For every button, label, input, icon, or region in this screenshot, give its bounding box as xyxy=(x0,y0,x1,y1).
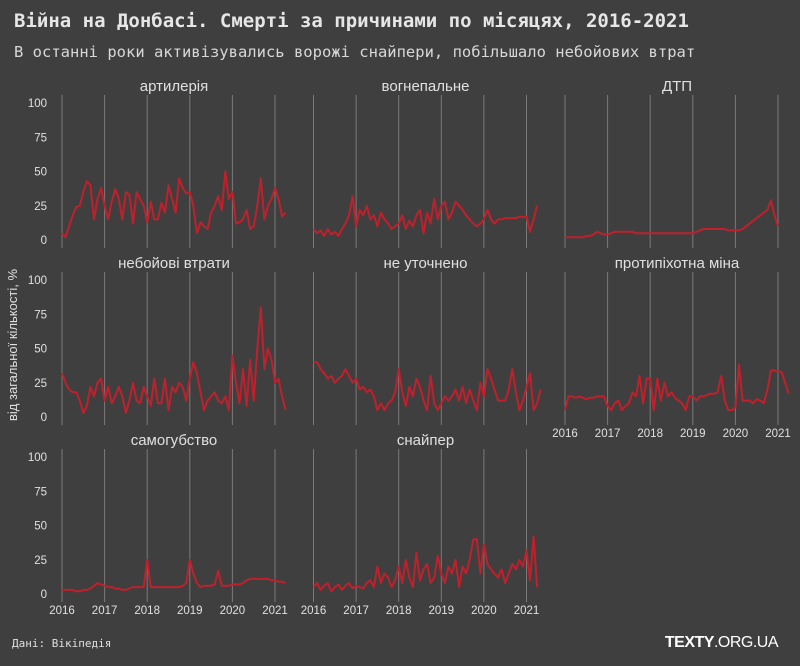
series-line-5 xyxy=(564,363,790,412)
series-line-2 xyxy=(565,199,779,239)
y-tick-label: 75 xyxy=(34,132,47,144)
x-tick-label: 2016 xyxy=(552,428,578,440)
x-tick-label: 2017 xyxy=(343,605,369,617)
x-tick-label: 2016 xyxy=(49,605,75,617)
panel-title: артилерія xyxy=(140,78,209,95)
y-tick-label: 100 xyxy=(28,98,47,110)
texty-logo: TEXTY.ORG.UA xyxy=(664,634,779,652)
x-tick-label: 2018 xyxy=(386,605,412,617)
x-tick-label: 2019 xyxy=(680,428,706,440)
panel-title: небойові втрати xyxy=(118,255,230,272)
y-tick-label: 100 xyxy=(28,275,47,287)
x-tick-label: 2018 xyxy=(134,605,160,617)
x-tick-label: 2020 xyxy=(220,605,246,617)
series-line-1 xyxy=(312,195,539,237)
y-tick-label: 75 xyxy=(34,309,47,321)
chart-title: Війна на Донбасі. Смерті за причинами по… xyxy=(14,10,689,32)
panel-title: протипіхотна міна xyxy=(615,255,740,272)
x-tick-label: 2020 xyxy=(471,605,497,617)
logo-bold: TEXTY xyxy=(664,634,715,651)
x-tick-label: 2021 xyxy=(765,428,791,440)
chart-subtitle: В останні роки активізувались ворожі сна… xyxy=(14,43,696,61)
logo-rest: .ORG.UA xyxy=(713,634,779,651)
y-axis-label: від загальної кількості, % xyxy=(5,269,20,421)
x-tick-label: 2021 xyxy=(262,605,288,617)
panel-title: самогубство xyxy=(131,432,218,449)
y-tick-label: 75 xyxy=(34,486,47,498)
series-line-3 xyxy=(61,306,287,414)
series-line-0 xyxy=(61,170,287,239)
panel-title: снайпер xyxy=(397,432,454,449)
panel-title: ДТП xyxy=(662,78,692,95)
y-tick-label: 50 xyxy=(34,344,47,356)
y-tick-label: 25 xyxy=(34,378,47,390)
data-source: Дані: Вікіпедія xyxy=(12,637,112,650)
y-tick-label: 25 xyxy=(34,201,47,213)
panel-title: вогнепальне xyxy=(382,78,470,95)
x-tick-label: 2020 xyxy=(723,428,749,440)
series-line-6 xyxy=(62,558,286,593)
x-tick-label: 2019 xyxy=(429,605,455,617)
x-tick-label: 2017 xyxy=(595,428,621,440)
x-tick-label: 2021 xyxy=(514,605,540,617)
y-tick-label: 50 xyxy=(34,167,47,179)
x-tick-label: 2016 xyxy=(301,605,327,617)
x-tick-label: 2017 xyxy=(92,605,118,617)
y-tick-label: 100 xyxy=(28,452,47,464)
y-tick-label: 50 xyxy=(34,521,47,533)
x-tick-label: 2019 xyxy=(177,605,203,617)
series-line-7 xyxy=(312,535,539,593)
panel-title: не уточнено xyxy=(383,255,467,272)
y-tick-label: 25 xyxy=(34,555,47,567)
series-line-4 xyxy=(313,361,542,412)
y-tick-label: 0 xyxy=(41,235,47,247)
y-tick-label: 0 xyxy=(41,589,47,601)
x-tick-label: 2018 xyxy=(637,428,663,440)
y-tick-label: 0 xyxy=(41,412,47,424)
